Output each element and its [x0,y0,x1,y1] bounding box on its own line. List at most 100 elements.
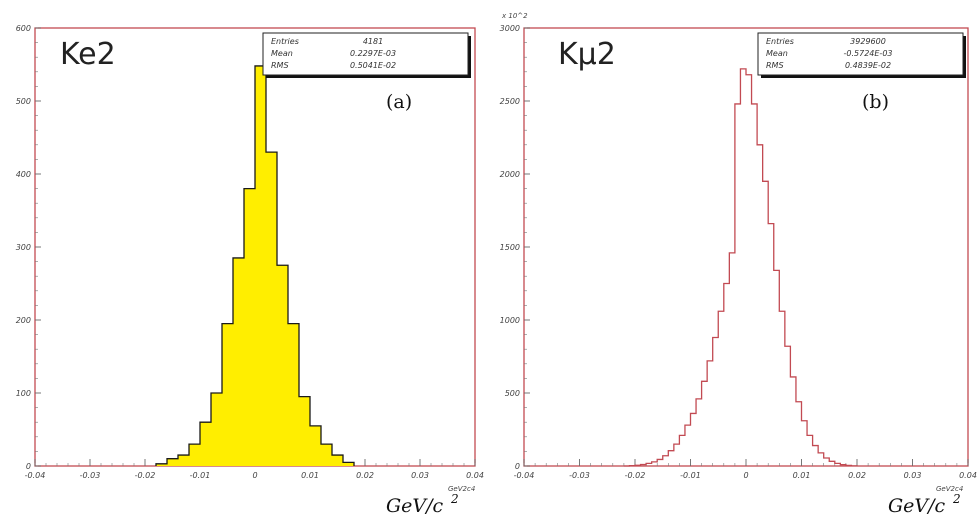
histogram-bin [813,446,819,466]
chart-title: Kμ2 [558,37,616,72]
stats-box [262,32,469,76]
stats-label: RMS [271,61,289,70]
x-tick-label: 0.02 [356,471,374,480]
histogram-bin [779,311,785,466]
histogram-bin [255,65,266,467]
histogram-bin [740,69,746,466]
x-tick-label: -0.02 [135,471,156,480]
histogram-bin [663,456,669,466]
histogram-bin [277,265,288,466]
histogram-bin [167,458,178,466]
x-tick-label: 0.02 [848,471,866,480]
x-tick-label: -0.04 [514,471,535,480]
histogram-bin [696,399,702,466]
histogram-bin [233,257,244,466]
stats-value: 0.2297E-03 [350,49,396,58]
histogram-bin [824,458,830,466]
y-tick-label: 0 [26,462,31,471]
histogram-bin [211,393,222,466]
histogram-bin [763,181,769,466]
histogram-bin [299,396,310,466]
stats-label: Entries [271,37,299,46]
histogram-bin [768,224,774,466]
stats-value: 4181 [363,37,383,46]
histogram-panel-a: 0 100 200 300 400 500 600 -0.04 -0.03 -0.02 -0.01 0… [0,0,488,521]
histogram-bin [774,270,780,466]
histogram-bin [156,463,167,466]
x-tick-label: 0.01 [793,471,811,480]
histogram-bin [244,188,255,466]
stats-value: -0.5724E-03 [844,49,893,58]
x-tick-label: -0.01 [680,471,701,480]
histogram-panel-b: 0 500 1000 1500 2000 2500 3000 -0.04 -0.03 -0.02 -… [488,0,977,521]
histogram-bin [724,284,730,467]
x-axis-label: GeV/c [386,495,444,517]
histogram-bin [321,444,332,466]
y-tick-label: 100 [16,389,31,398]
histogram-chart-a: 0 100 200 300 400 500 600 -0.04 -0.03 -0.02 -0.01 0… [16,24,484,517]
y-axis-multiplier: x 10^2 [501,12,528,20]
x-tick-label: -0.03 [80,471,101,480]
y-tick-label: 400 [16,170,31,179]
histogram-outline [155,65,355,466]
y-tick-label: 2000 [500,170,520,179]
histogram-bin [729,253,735,466]
y-tick-label: 0 [515,462,520,471]
histogram-bin [802,421,808,466]
x-tick-label: 0 [743,471,748,480]
histogram-bin [752,104,758,466]
histogram-bin [818,453,824,466]
y-tick-label: 1500 [500,243,520,252]
stats-box [757,32,964,76]
histogram-bin [691,413,697,466]
histogram-bin [829,461,835,466]
stats-label: RMS [766,61,784,70]
histogram-bin [189,444,200,466]
histogram-bin [796,402,802,466]
histogram-bin [713,338,719,466]
y-tick-label: 2500 [500,97,520,106]
panel-label: (a) [386,91,412,113]
histogram-bin [674,444,680,466]
histogram-bin [735,104,741,466]
x-unit-tag: GeV2c4 [936,485,963,493]
histogram-bin [679,435,685,466]
histogram-bin [746,75,752,466]
x-tick-label: 0.04 [959,471,977,480]
histogram-bin [310,425,321,466]
histogram-bin [785,346,791,466]
x-axis-label-superscript: 2 [952,492,961,506]
stats-label: Mean [766,49,788,58]
x-tick-label: 0 [252,471,257,480]
stats-label: Entries [766,37,794,46]
histogram-bin [790,377,796,466]
x-tick-label: -0.04 [25,471,46,480]
x-tick-label: -0.01 [190,471,211,480]
histogram-bin [343,462,354,466]
y-tick-label: 600 [16,24,31,33]
histogram-bin [657,459,663,466]
chart-title: Ke2 [60,37,116,72]
histogram-bin [685,425,691,466]
y-tick-label: 500 [505,389,520,398]
stats-value: 3929600 [850,37,886,46]
histogram-bin [200,422,211,466]
histogram-bin [222,323,233,466]
x-tick-label: 0.03 [411,471,429,480]
histogram-bin [332,455,343,466]
y-tick-label: 1000 [500,316,520,325]
histogram-bin [266,152,277,466]
histogram-bin [807,435,813,466]
x-axis-label-superscript: 2 [450,492,459,506]
histogram-outline [623,68,858,467]
stats-value: 0.5041E-02 [350,61,396,70]
histogram-bin [702,381,708,466]
histogram-bin [668,451,674,466]
histogram-bin [178,455,189,466]
panel-label: (b) [862,91,889,113]
x-unit-tag: GeV2c4 [448,485,475,493]
x-tick-label: -0.02 [625,471,646,480]
x-tick-label: -0.03 [569,471,590,480]
histogram-bin [288,323,299,466]
stats-label: Mean [271,49,293,58]
